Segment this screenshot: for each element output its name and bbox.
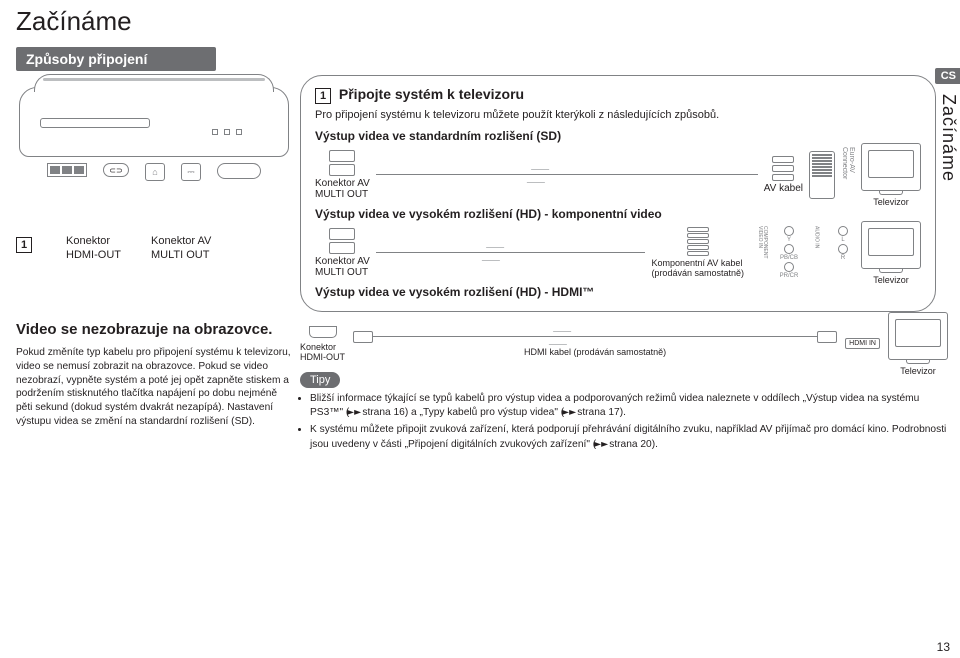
tips-badge: Tipy [300, 372, 340, 388]
component-diagram: Konektor AV MULTI OUT Komponentní AV kab… [315, 225, 921, 281]
multi-out-label: Konektor AV MULTI OUT [151, 235, 211, 263]
rca-r: R [841, 255, 845, 261]
arrow-icon: ▸▸ [347, 406, 361, 420]
euro-av-label: Euro-AV Connector [841, 147, 855, 203]
troubleshoot-text: Pokud změníte typ kabelu pro připojení s… [16, 346, 292, 429]
panel-step-desc: Pro připojení systému k televizoru můžet… [315, 108, 921, 123]
hdmi-cable-label: HDMI kabel (prodáván samostatně) [524, 347, 666, 357]
connection-panel: 1 Připojte systém k televizoru Pro připo… [300, 75, 936, 312]
tip-2: K systému můžete připojit zvuková zaříze… [310, 423, 948, 452]
troubleshoot-title: Video se nezobrazuje na obrazovce. [16, 320, 292, 340]
hd-component-title: Výstup videa ve vysokém rozlišení (HD) -… [315, 207, 921, 221]
sd-diagram: Konektor AV MULTI OUT AV kabel Euro-AV C… [315, 147, 921, 203]
tv-icon-3 [888, 312, 948, 360]
hd-hdmi-title: Výstup videa ve vysokém rozlišení (HD) -… [315, 285, 921, 299]
av-multi-label-sd: Konektor AV MULTI OUT [315, 178, 370, 200]
rca-l: L [841, 237, 844, 243]
step-number-box: 1 [16, 237, 32, 253]
av-multi-label-comp: Konektor AV MULTI OUT [315, 256, 370, 278]
tips-list: Bližší informace týkající se typů kabelů… [300, 392, 948, 452]
panel-step-num: 1 [315, 88, 331, 104]
component-cable-label: Komponentní AV kabel (prodáván samostatn… [651, 258, 744, 278]
tip-1: Bližší informace týkající se typů kabelů… [310, 392, 948, 421]
arrow-icon: ▸▸ [594, 438, 608, 452]
rca-y: Y [787, 237, 791, 243]
panel-step-title: Připojte systém k televizoru [339, 86, 524, 102]
troubleshoot-section: Video se nezobrazuje na obrazovce. Pokud… [0, 320, 300, 455]
hdmi-out-label-2: Konektor HDMI-OUT [300, 342, 345, 362]
page-title: Začínáme [16, 6, 960, 37]
sub-header: Způsoby připojení [16, 47, 216, 71]
rca-pr: PR/CR [780, 273, 799, 279]
language-badge: CS [935, 68, 960, 84]
side-section-label: Začínáme [938, 94, 959, 182]
tv-icon-2 [861, 221, 921, 269]
sd-title: Výstup videa ve standardním rozlišení (S… [315, 129, 921, 143]
hdmi-diagram: Konektor HDMI-OUT HDMI kabel (prodáván s… [300, 320, 948, 368]
hdmi-out-label: Konektor HDMI-OUT [66, 235, 121, 263]
arrow-icon: ▸▸ [562, 406, 576, 420]
tv-label-2: Televizor [873, 275, 909, 285]
connector-labels: 1 Konektor HDMI-OUT Konektor AV MULTI OU… [16, 235, 292, 263]
hdmi-in-badge: HDMI IN [845, 338, 880, 349]
rca-pb: PB/CB [780, 255, 798, 261]
tv-label-3: Televizor [900, 366, 936, 376]
tv-label-1: Televizor [873, 197, 909, 207]
side-tab: CS Začínáme [935, 68, 960, 182]
rca-video-label: COMPONENT VIDEO IN [757, 226, 767, 266]
scart-icon [809, 151, 835, 199]
rca-audio-label: AUDIO IN [814, 226, 819, 252]
tv-icon [861, 143, 921, 191]
av-cable-label: AV kabel [764, 183, 803, 194]
console-illustration: ⊂⊃ ⌂ ⎓ [16, 87, 292, 227]
